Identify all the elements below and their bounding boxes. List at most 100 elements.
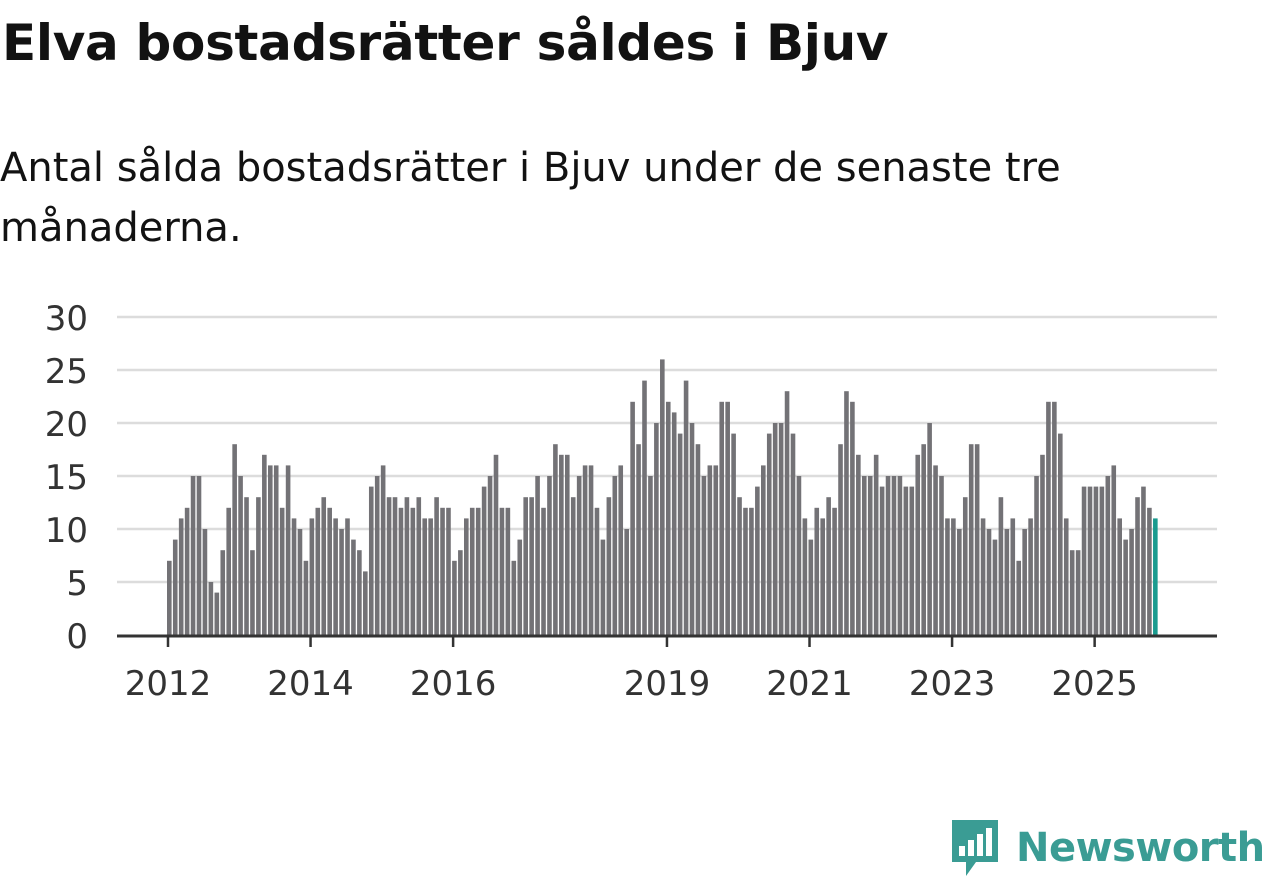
bar — [737, 497, 742, 635]
bar — [410, 507, 416, 635]
bar — [339, 529, 344, 635]
bar — [374, 476, 380, 635]
bar — [511, 560, 517, 635]
bar — [1004, 529, 1010, 635]
bar — [422, 518, 428, 635]
bar — [945, 518, 950, 635]
bar — [262, 454, 267, 635]
bar — [1022, 529, 1027, 635]
x-tick-label: 2023 — [909, 664, 996, 704]
bar — [968, 444, 974, 635]
bar — [998, 497, 1004, 635]
bar — [178, 518, 184, 635]
bar — [1034, 476, 1039, 635]
bar — [867, 476, 873, 635]
x-tick-label: 2025 — [1051, 664, 1138, 704]
bar — [766, 433, 772, 635]
bar — [713, 465, 719, 635]
bar — [873, 454, 879, 635]
bar — [957, 529, 962, 635]
bar — [172, 539, 178, 635]
x-tick-label: 2012 — [125, 664, 212, 704]
bar — [600, 539, 606, 635]
bar — [386, 497, 392, 635]
bar — [1010, 518, 1016, 635]
bar — [327, 507, 332, 635]
bar — [594, 507, 600, 635]
bar — [273, 465, 279, 635]
bar — [844, 391, 849, 635]
bar — [1117, 518, 1122, 635]
bar — [345, 518, 350, 635]
bar — [541, 507, 546, 635]
bar — [279, 507, 285, 635]
annotation-label: 11 — [1142, 290, 1180, 298]
bar — [499, 507, 505, 635]
bar — [891, 476, 897, 635]
bar — [636, 444, 641, 635]
bar — [250, 550, 255, 635]
bar — [416, 497, 422, 635]
bar — [208, 582, 214, 635]
bar — [398, 507, 404, 635]
bar — [921, 444, 926, 635]
newsworthy-logo: Newsworthy — [950, 818, 1262, 878]
bar — [184, 507, 190, 635]
bar — [826, 497, 831, 635]
bar — [939, 476, 944, 635]
bar — [440, 507, 445, 635]
y-tick-label: 0 — [66, 617, 88, 657]
bar — [559, 454, 564, 635]
bar — [214, 592, 220, 635]
chart-title: Elva bostadsrätter såldes i Bjuv — [2, 14, 889, 72]
bar — [618, 465, 624, 635]
bar — [458, 550, 463, 635]
bar — [493, 454, 499, 635]
bar — [380, 465, 386, 635]
bar — [808, 539, 814, 635]
bar — [927, 423, 932, 635]
logo-text: Newsworthy — [1016, 825, 1262, 871]
bar — [725, 401, 730, 635]
bar — [755, 486, 760, 635]
bar — [879, 486, 885, 635]
bar — [1123, 539, 1128, 635]
bar — [1069, 550, 1075, 635]
bar — [535, 476, 540, 635]
bar — [1081, 486, 1087, 635]
bar — [1135, 497, 1140, 635]
bar — [196, 476, 202, 635]
y-tick-label: 20 — [45, 405, 88, 445]
bar — [885, 476, 891, 635]
newsworthy-logo-icon — [952, 820, 998, 876]
y-tick-label: 30 — [45, 299, 88, 339]
bar — [167, 560, 172, 635]
bar — [576, 476, 582, 635]
bar — [974, 444, 980, 635]
bar — [838, 444, 843, 635]
bar — [1052, 401, 1057, 635]
bar — [333, 518, 338, 635]
bar — [1040, 454, 1045, 635]
bar — [523, 497, 528, 635]
y-tick-label: 15 — [45, 458, 88, 498]
bar — [190, 476, 196, 635]
bar — [654, 423, 659, 635]
bar — [665, 401, 671, 635]
x-tick-label: 2014 — [267, 664, 354, 704]
bar — [814, 507, 820, 635]
bar — [256, 497, 261, 635]
bar — [677, 433, 683, 635]
bar — [986, 529, 992, 635]
bar — [1093, 486, 1099, 635]
bar — [1046, 401, 1051, 635]
bar — [238, 476, 243, 635]
bar — [933, 465, 938, 635]
bar — [642, 380, 647, 635]
bar — [850, 401, 855, 635]
x-tick-label: 2021 — [766, 664, 853, 704]
bar — [1063, 518, 1069, 635]
bars — [167, 359, 1158, 635]
bar — [778, 423, 784, 635]
bar — [392, 497, 398, 635]
